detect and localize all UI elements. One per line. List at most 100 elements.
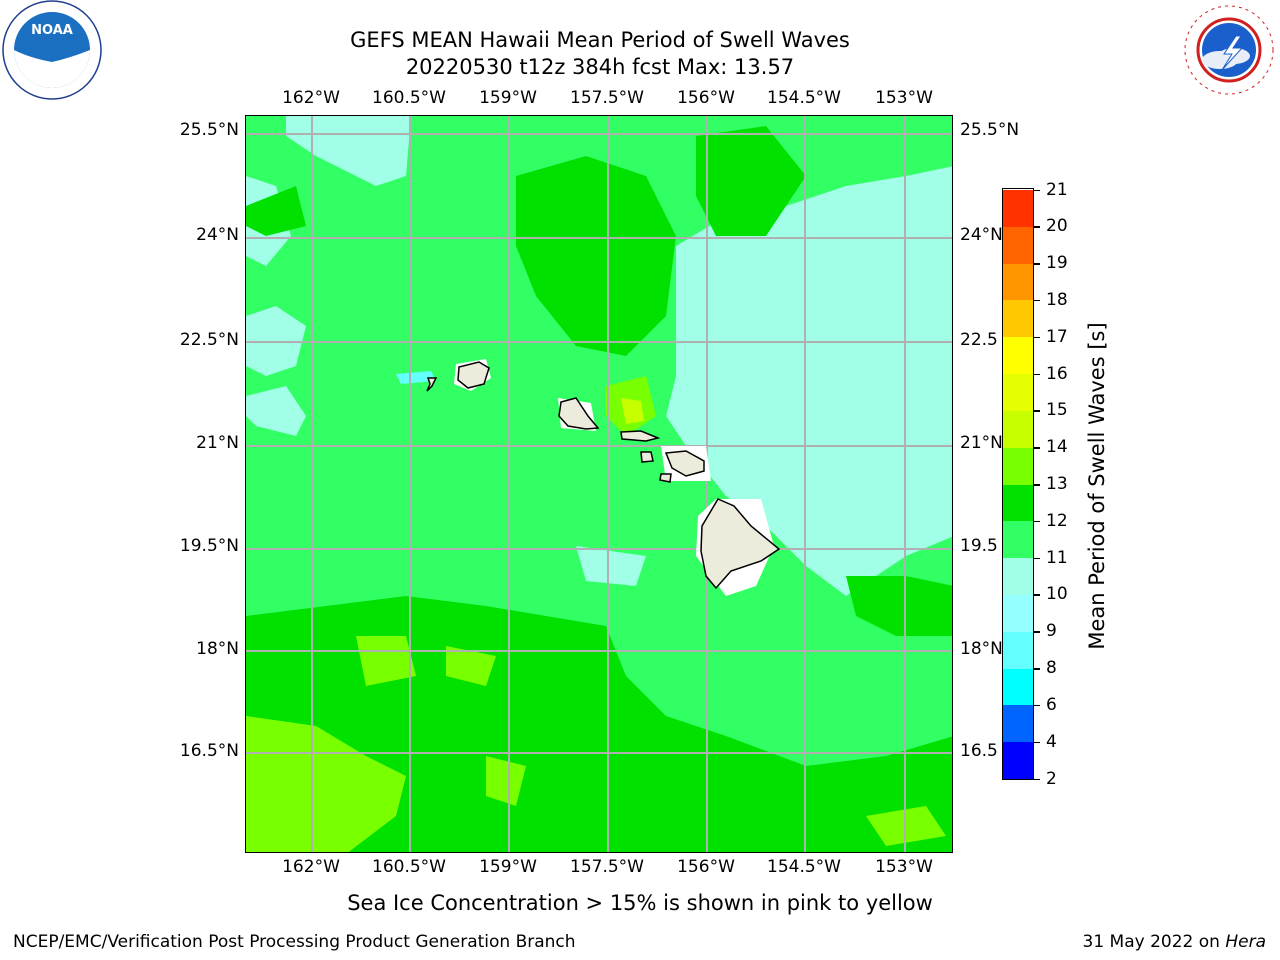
colorbar-label: Mean Period of Swell Waves [s] — [1085, 322, 1109, 650]
colorbar-swatch — [1003, 189, 1033, 227]
lon-label-bottom: 160.5°W — [372, 857, 446, 877]
molokai-island — [620, 430, 661, 442]
lat-label-left: 25.5°N — [179, 120, 239, 140]
colorbar-swatch — [1003, 631, 1033, 669]
colorbar-tick-label: 9 — [1046, 621, 1057, 642]
lon-label-bottom: 154.5°W — [767, 857, 841, 877]
lat-label-left: 18°N — [196, 639, 239, 659]
colorbar-tick-mark — [1034, 447, 1040, 449]
colorbar-tick-mark — [1034, 594, 1040, 596]
nws-logo — [1178, 0, 1280, 100]
colorbar-tick-mark — [1034, 704, 1040, 707]
lon-label-top: 157.5°W — [570, 88, 644, 108]
colorbar-tick-label: 19 — [1046, 253, 1068, 274]
colorbar-tick-mark — [1034, 557, 1040, 560]
colorbar-tick-label: 8 — [1046, 658, 1057, 679]
footer-date-text: 31 May 2022 on — [1082, 932, 1226, 952]
graticule — [246, 116, 952, 852]
map-title: GEFS MEAN Hawaii Mean Period of Swell Wa… — [350, 28, 850, 52]
colorbar-tick-mark — [1034, 410, 1040, 412]
colorbar-swatch — [1003, 336, 1033, 375]
lon-label-bottom: 153°W — [875, 857, 933, 877]
colorbar-tick-label: 2 — [1046, 768, 1057, 789]
colorbar-tick-mark — [1034, 336, 1040, 339]
colorbar-tick-label: 15 — [1046, 400, 1068, 421]
map-subtitle: 20220530 t12z 384h fcst Max: 13.57 — [405, 55, 795, 79]
colorbar-swatch — [1003, 226, 1033, 264]
noaa-logo-text: NOAA — [31, 23, 73, 38]
lat-label-right: 22.5 — [960, 330, 998, 350]
lat-label-right: 19.5 — [960, 536, 998, 556]
colorbar-swatch — [1003, 557, 1033, 595]
oahu-island — [558, 397, 600, 430]
lat-label-right: 25.5°N — [960, 120, 1020, 140]
colorbar-tick-label: 12 — [1046, 510, 1068, 531]
lon-label-bottom: 157.5°W — [570, 857, 644, 877]
colorbar-tick-mark — [1034, 373, 1040, 376]
colorbar-tick-label: 11 — [1046, 547, 1068, 568]
swell-period-field — [246, 116, 952, 852]
colorbar-tick-mark — [1034, 631, 1040, 633]
lon-label-top: 162°W — [282, 88, 340, 108]
map-panel[interactable] — [245, 115, 953, 853]
lon-label-top: 156°W — [677, 88, 735, 108]
period-8-9-spot — [396, 371, 436, 384]
period-13-14-spot — [621, 398, 644, 424]
footer-host: Hera — [1225, 932, 1266, 952]
colorbar-tick-mark — [1034, 520, 1040, 523]
colorbar-swatch — [1003, 704, 1033, 743]
colorbar-tick-mark — [1034, 668, 1040, 670]
lon-label-top: 154.5°W — [767, 88, 841, 108]
colorbar-tick-mark — [1034, 226, 1040, 228]
lon-label-top: 153°W — [875, 88, 933, 108]
noaa-logo: NOAA — [0, 0, 104, 104]
lat-label-right: 18°N — [960, 639, 1003, 659]
colorbar-tick-label: 14 — [1046, 437, 1068, 458]
lat-label-left: 16.5°N — [179, 741, 239, 761]
colorbar-tick-label: 20 — [1046, 216, 1068, 237]
colorbar-tick-label: 13 — [1046, 474, 1068, 494]
colorbar-tick-label: 17 — [1046, 326, 1068, 347]
colorbar-swatch — [1003, 447, 1033, 485]
lon-label-top: 160.5°W — [372, 88, 446, 108]
colorbar-swatch — [1003, 373, 1033, 411]
colorbar-swatch — [1003, 741, 1033, 779]
colorbar-tick-mark — [1034, 189, 1040, 191]
colorbar-swatch — [1003, 263, 1033, 301]
colorbar-swatch — [1003, 299, 1033, 338]
lat-label-right: 24°N — [960, 225, 1003, 245]
lanai-island — [640, 451, 654, 463]
colorbar-swatch — [1003, 594, 1033, 632]
hawaii-island — [700, 498, 781, 590]
lat-label-left: 19.5°N — [179, 536, 239, 556]
colorbar-tick-label: 4 — [1046, 731, 1057, 752]
colorbar-swatch — [1003, 520, 1033, 559]
lon-label-bottom: 159°W — [479, 857, 537, 877]
colorbar-tick-mark — [1034, 263, 1040, 265]
maui-island — [664, 450, 705, 477]
kauai-island — [457, 361, 490, 389]
colorbar-tick-label: 6 — [1046, 694, 1057, 715]
colorbar — [1002, 188, 1034, 780]
niihau-island — [426, 377, 438, 392]
lon-label-top: 159°W — [479, 88, 537, 108]
footer-attribution: NCEP/EMC/Verification Post Processing Pr… — [13, 932, 576, 952]
hawaiian-islands — [426, 361, 781, 590]
colorbar-tick-mark — [1034, 741, 1040, 744]
lon-label-bottom: 156°W — [677, 857, 735, 877]
lat-label-right: 16.5 — [960, 741, 998, 761]
colorbar-swatch — [1003, 484, 1033, 522]
lat-label-left: 24°N — [196, 225, 239, 245]
sea-ice-caption: Sea Ice Concentration > 15% is shown in … — [347, 891, 933, 915]
colorbar-swatch — [1003, 668, 1033, 706]
colorbar-tick-label: 10 — [1046, 584, 1068, 605]
lat-label-left: 22.5°N — [179, 330, 239, 350]
lat-label-right: 21°N — [960, 433, 1003, 453]
colorbar-tick-label: 16 — [1046, 363, 1068, 384]
lat-label-left: 21°N — [196, 433, 239, 453]
lon-label-bottom: 162°W — [282, 857, 340, 877]
colorbar-tick-mark — [1034, 484, 1040, 486]
footer-date: 31 May 2022 on Hera — [1083, 932, 1267, 952]
colorbar-tick-mark — [1034, 299, 1040, 302]
colorbar-tick-mark — [1034, 778, 1040, 780]
